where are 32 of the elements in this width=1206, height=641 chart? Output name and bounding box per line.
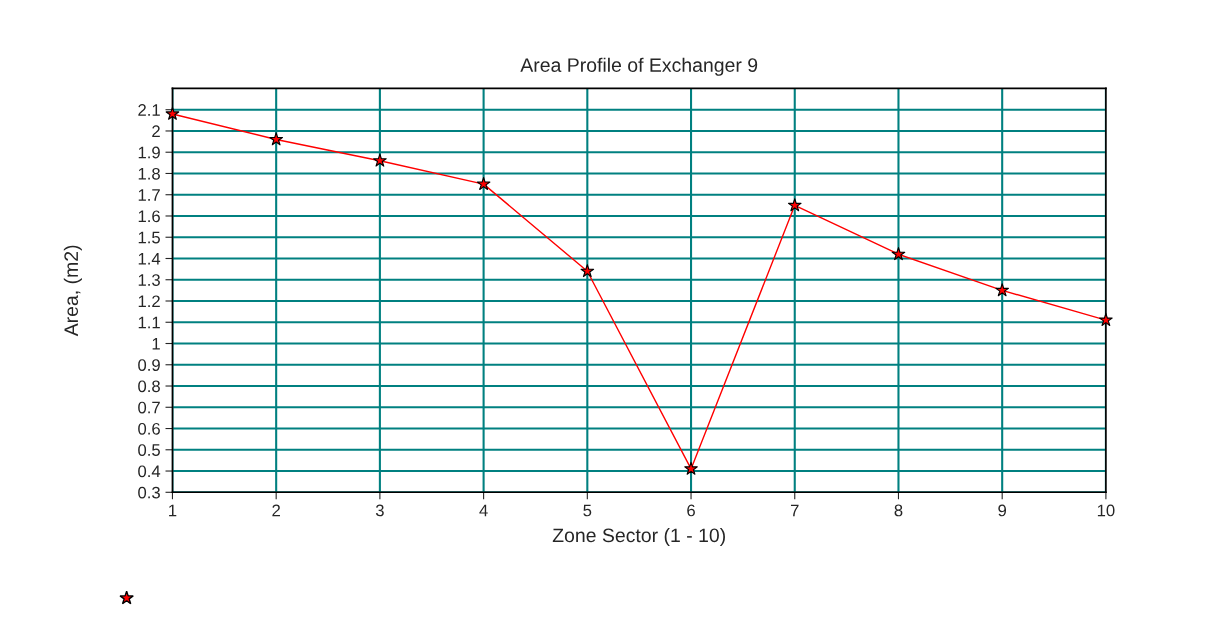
y-tick-label: 1.7	[138, 189, 160, 201]
x-tick-label: 10	[1097, 504, 1115, 517]
y-tick-label: 1.4	[138, 253, 161, 265]
chart-title: Area Profile of Exchanger 9	[520, 57, 758, 76]
y-tick-label: 1.2	[138, 295, 160, 308]
y-tick-label: 0.6	[138, 422, 160, 435]
y-tick-label: 1.8	[138, 167, 160, 180]
x-tick-label: 1	[169, 504, 177, 517]
x-tick-label: 3	[375, 504, 384, 517]
x-tick-label: 6	[687, 504, 695, 517]
x-axis-title: Zone Sector (1 - 10)	[552, 527, 725, 547]
y-tick-label: 0.9	[138, 359, 160, 371]
x-tick-label: 8	[894, 504, 903, 517]
y-tick-label: 1.5	[138, 231, 160, 244]
y-tick-label: 2	[152, 125, 160, 138]
y-tick-label: 1.1	[138, 316, 160, 329]
y-tick-label: 0.4	[138, 465, 161, 478]
y-tick-label: 1.9	[138, 146, 160, 159]
y-tick-label: 0.5	[138, 444, 160, 456]
x-tick-label: 4	[479, 504, 488, 517]
x-tick-label: 5	[583, 504, 592, 517]
x-tick-label: 9	[998, 504, 1007, 517]
y-tick-label: 1	[152, 338, 160, 350]
y-tick-label: 1.3	[138, 274, 160, 286]
y-tick-label: 0.8	[138, 380, 160, 393]
y-tick-label: 1.6	[138, 210, 160, 223]
y-tick-label: 0.7	[138, 401, 160, 414]
x-tick-label: 2	[272, 504, 280, 517]
x-tick-label: 7	[790, 504, 799, 517]
y-tick-label: 2.1	[138, 104, 160, 116]
y-axis-title: Area, (m2)	[63, 245, 82, 337]
y-tick-label: 0.3	[138, 486, 160, 499]
